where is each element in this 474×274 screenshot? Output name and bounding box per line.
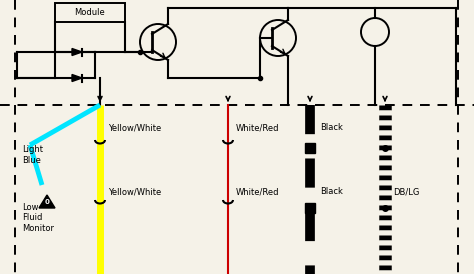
Text: Yellow/White: Yellow/White (108, 124, 161, 133)
Text: Light
Blue: Light Blue (22, 145, 43, 165)
Text: DB/LG: DB/LG (393, 187, 419, 196)
Text: Low
Fluid
Monitor: Low Fluid Monitor (22, 203, 54, 233)
Text: Yellow/White: Yellow/White (108, 187, 161, 196)
Text: Module: Module (74, 8, 105, 17)
Polygon shape (72, 75, 82, 81)
Text: White/Red: White/Red (236, 124, 280, 133)
Text: 0: 0 (45, 199, 49, 205)
Text: Black: Black (320, 124, 343, 133)
Bar (55, 3, 125, 22)
Text: Black: Black (320, 187, 343, 196)
Polygon shape (72, 48, 82, 56)
Text: White/Red: White/Red (236, 187, 280, 196)
Polygon shape (39, 195, 55, 208)
